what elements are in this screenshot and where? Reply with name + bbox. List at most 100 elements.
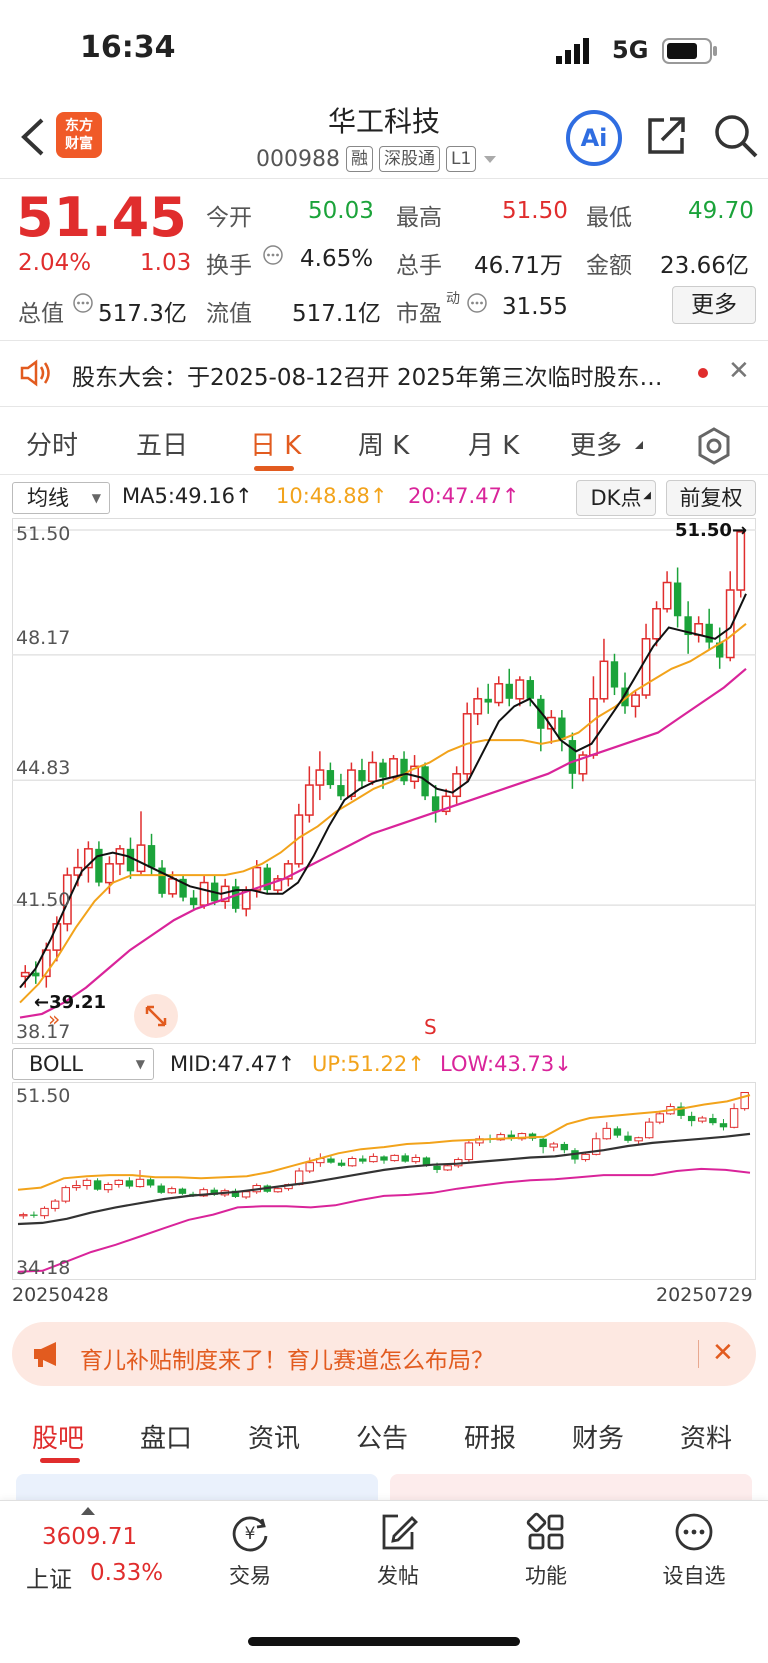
float-cap-label: 流值 — [206, 301, 252, 327]
forum-card[interactable] — [16, 1474, 378, 1504]
candle-body — [546, 716, 556, 730]
boll-candle-body — [422, 1157, 431, 1166]
boll-candle-body — [178, 1188, 187, 1194]
dk-point-button[interactable]: DK点 ◢ — [576, 480, 656, 516]
candle-body — [337, 785, 345, 797]
candle-body — [126, 848, 135, 872]
info-dots-icon[interactable] — [466, 292, 488, 314]
candle-body — [537, 698, 545, 729]
nav-functions[interactable]: 功能 — [496, 1510, 596, 1590]
boll-candle-body — [698, 1117, 707, 1122]
more-quote-button[interactable]: 更多 — [672, 286, 756, 324]
connect-tag: 深股通 — [378, 146, 440, 172]
ad-banner[interactable] — [12, 1322, 756, 1386]
boll-candle-body — [390, 1154, 399, 1162]
tab-news[interactable]: 资讯 — [248, 1424, 301, 1454]
candle-body — [578, 754, 588, 775]
boll-candle-body — [411, 1156, 421, 1163]
grid-icon — [526, 1512, 564, 1550]
kline-chart[interactable]: 51.50 48.17 44.83 41.50 38.17 51.50→ ←39… — [12, 518, 756, 1044]
tab-financials[interactable]: 财务 — [572, 1424, 625, 1454]
ad-text[interactable]: 育儿补贴制度来了！育儿赛道怎么布局？ — [80, 1348, 494, 1374]
info-dots-icon[interactable] — [72, 292, 94, 314]
boll-chart[interactable]: 51.50 34.18 — [12, 1082, 756, 1280]
adjust-button[interactable]: 前复权 — [666, 480, 756, 516]
candle-body — [379, 762, 387, 778]
turnover-label: 换手 — [206, 253, 252, 279]
stock-code-row[interactable]: 000988 融 深股通 L1 — [256, 146, 498, 172]
tab-week-k[interactable]: 周 K — [358, 431, 410, 461]
tab-profile[interactable]: 资料 — [680, 1424, 733, 1454]
boll-candle-body — [496, 1134, 505, 1141]
ai-button[interactable]: Ai — [566, 110, 622, 166]
candle-body — [631, 694, 640, 708]
sell-signal: S — [424, 1015, 437, 1039]
ma10-value: 10:48.88↑ — [276, 484, 388, 508]
nav-post[interactable]: 发帖 — [348, 1510, 448, 1590]
nav-trade[interactable]: ¥ 交易 — [200, 1510, 300, 1590]
high-label: 最高 — [396, 205, 442, 231]
tab-day-k[interactable]: 日 K — [250, 431, 302, 461]
tab-five-day[interactable]: 五日 — [136, 431, 189, 461]
stock-name: 华工科技 — [327, 105, 440, 138]
candle-body — [484, 698, 492, 703]
amount-value: 23.66亿 — [660, 253, 749, 279]
pe-dynamic-sup: 动 — [446, 291, 460, 307]
kma10-line — [19, 623, 747, 1004]
boll-candle-body — [380, 1156, 388, 1161]
tab-orderbook[interactable]: 盘口 — [140, 1424, 193, 1454]
search-icon[interactable] — [712, 112, 760, 160]
ad-close-button[interactable]: ✕ — [712, 1338, 734, 1368]
more-dots-icon — [675, 1513, 713, 1551]
indicator-select[interactable]: 均线 ▼ — [12, 482, 110, 514]
candle-body — [189, 897, 198, 906]
blow-line — [17, 1167, 751, 1273]
share-icon[interactable] — [644, 114, 688, 158]
boll-candle-body — [581, 1153, 590, 1161]
y-tick-label: 51.50 — [16, 523, 70, 545]
volume-label: 总手 — [396, 253, 442, 279]
back-arrow-icon[interactable] — [14, 112, 54, 162]
tab-intraday[interactable]: 分时 — [26, 431, 79, 461]
candle-body — [441, 795, 451, 813]
candle-body — [168, 878, 177, 895]
nav-add-watchlist[interactable]: 设自选 — [644, 1510, 744, 1590]
candle-body — [105, 863, 114, 884]
forum-card[interactable] — [390, 1474, 752, 1504]
boll-candle-body — [273, 1188, 283, 1193]
candle-body — [232, 886, 240, 909]
candle-body — [199, 881, 209, 906]
index-change[interactable]: 0.33% — [90, 1560, 164, 1586]
tab-guba[interactable]: 股吧 — [32, 1424, 85, 1454]
boll-select[interactable]: BOLL ▼ — [12, 1048, 154, 1080]
boll-candle-body — [82, 1179, 92, 1187]
tab-month-k[interactable]: 月 K — [468, 431, 520, 461]
candle-body — [32, 972, 40, 977]
divider — [698, 1340, 699, 1368]
notice-close-button[interactable]: ✕ — [728, 356, 750, 386]
date-end: 20250729 — [656, 1284, 753, 1306]
bup-line — [17, 1094, 751, 1191]
gear-icon[interactable] — [694, 426, 734, 466]
svg-text:¥: ¥ — [245, 1524, 256, 1544]
tab-research[interactable]: 研报 — [464, 1424, 517, 1454]
info-dots-icon[interactable] — [262, 244, 284, 266]
notice-text[interactable]: 股东大会：于2025-08-12召开 2025年第三次临时股东大会 — [72, 365, 682, 391]
boll-candle-body — [40, 1207, 49, 1217]
home-indicator — [248, 1637, 520, 1646]
y-tick-label: 48.17 — [16, 627, 70, 649]
boll-candle-body — [337, 1162, 346, 1166]
boll-candle-body — [433, 1165, 441, 1170]
boll-candle-body — [677, 1106, 685, 1116]
tab-announcements[interactable]: 公告 — [356, 1424, 409, 1454]
kma5-line — [19, 593, 747, 989]
candle-body — [41, 949, 51, 978]
index-value[interactable]: 3609.71 — [42, 1524, 138, 1550]
index-name[interactable]: 上证 — [26, 1567, 72, 1593]
expand-icon[interactable] — [134, 994, 178, 1038]
boll-candle-body — [613, 1128, 622, 1136]
candle-body — [621, 687, 629, 707]
active-tab-indicator — [254, 466, 294, 471]
max-price-marker: 51.50→ — [675, 520, 747, 541]
tab-more[interactable]: 更多 — [570, 431, 623, 461]
